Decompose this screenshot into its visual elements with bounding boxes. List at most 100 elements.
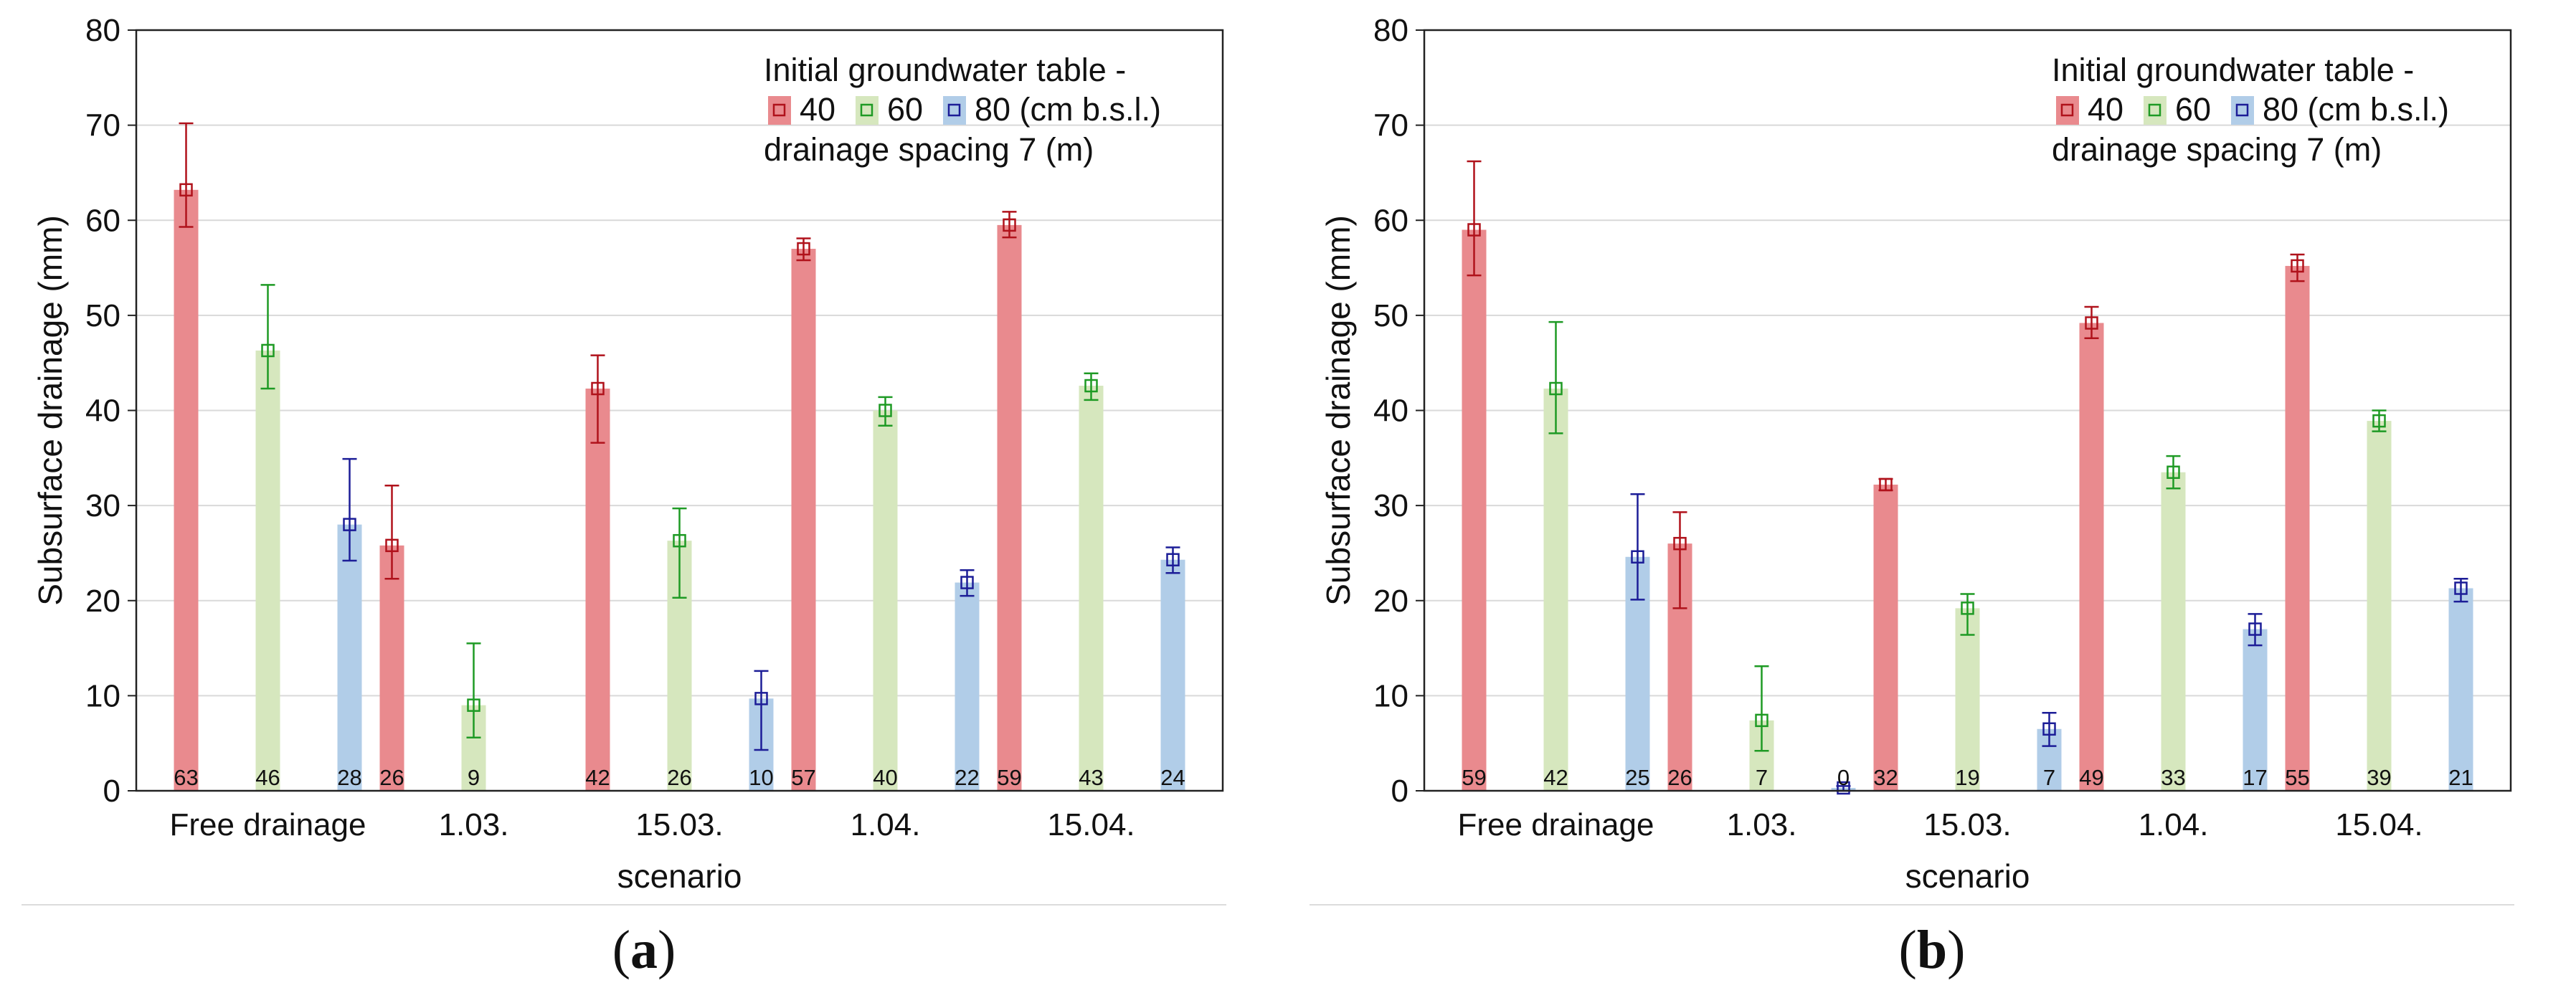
mean-marker [343, 518, 356, 531]
x-tick-label: Free drainage [170, 807, 366, 842]
mean-marker [2248, 622, 2262, 636]
x-axis-title: scenario [617, 857, 742, 895]
bar-series-80 [337, 524, 362, 791]
mean-marker [1961, 602, 1974, 615]
mean-marker [2372, 414, 2386, 428]
bar-series-40 [2285, 265, 2310, 791]
mean-marker [467, 698, 480, 712]
x-tick-label: Free drainage [1458, 807, 1654, 842]
data-label: 17 [2243, 765, 2267, 790]
data-label: 21 [2448, 765, 2473, 790]
legend-swatch-40 [768, 96, 791, 125]
panel-label: (a) [612, 920, 676, 980]
bar-series-80 [1160, 559, 1185, 791]
y-tick-label: 0 [1391, 774, 1408, 809]
x-tick-label: 1.03. [439, 807, 509, 842]
bar-series-80 [2448, 588, 2473, 791]
mean-marker [960, 576, 974, 589]
data-label: 26 [667, 765, 691, 790]
bar-chart-b: 0 10 20 30 40 50 60 70 80 59 26 32 49 55 42 7 19 33 39 25 0 7… [1310, 13, 2514, 980]
data-label: 42 [585, 765, 610, 790]
bar-series-60 [1079, 386, 1104, 791]
legend-label: 60 [887, 91, 923, 128]
y-tick-label: 10 [1373, 678, 1408, 713]
y-tick-label: 10 [85, 678, 120, 713]
data-label: 46 [255, 765, 280, 790]
data-label: 33 [2161, 765, 2185, 790]
bar-series-60 [1543, 388, 1568, 791]
data-label: 55 [2285, 765, 2309, 790]
y-tick-label: 50 [85, 298, 120, 333]
mean-marker [1467, 223, 1481, 237]
mean-marker [879, 404, 892, 417]
x-tick-label: 15.04. [1047, 807, 1135, 842]
data-label: 42 [1543, 765, 1568, 790]
y-tick-label: 20 [85, 584, 120, 619]
legend-label: 80 (cm b.s.l.) [975, 91, 1161, 128]
mean-marker [1631, 550, 1644, 564]
x-tick-label: 1.04. [2139, 807, 2209, 842]
y-tick-label: 50 [1373, 298, 1408, 333]
bar-series-40 [1462, 229, 1487, 791]
legend-label: 80 (cm b.s.l.) [2263, 91, 2449, 128]
legend-swatch-80 [943, 96, 966, 125]
chart-panel-b: 0 10 20 30 40 50 60 70 80 59 26 32 49 55 42 7 19 33 39 25 0 7… [1288, 0, 2576, 1003]
bar-series-60 [255, 350, 280, 791]
legend-marker [2060, 103, 2074, 117]
bar-series-60 [1955, 608, 1980, 791]
legend-label: 60 [2175, 91, 2211, 128]
mean-marker [2085, 316, 2098, 330]
data-label: 7 [1756, 765, 1768, 790]
legend-label: 40 [2088, 91, 2123, 128]
y-tick-label: 40 [1373, 394, 1408, 429]
data-label: 59 [997, 765, 1021, 790]
data-label: 26 [379, 765, 404, 790]
data-label: 57 [791, 765, 815, 790]
mean-marker [797, 242, 810, 256]
mean-marker [2167, 465, 2180, 479]
mean-marker [179, 183, 193, 197]
legend-footer: drainage spacing 7 (m) [2052, 131, 2382, 168]
mean-marker [1549, 381, 1563, 396]
legend-label: 40 [800, 91, 835, 128]
y-tick-label: 80 [1373, 13, 1408, 48]
legend-swatch-60 [2144, 96, 2167, 125]
data-label: 59 [1462, 765, 1486, 790]
data-label: 0 [1837, 765, 1850, 790]
y-tick-label: 70 [85, 108, 120, 143]
data-label: 22 [955, 765, 979, 790]
bar-chart-a: 0 10 20 30 40 50 60 70 80 63 26 42 57 59 46 9 26 40 43 28 10… [22, 13, 1226, 980]
x-tick-label: 15.03. [635, 807, 723, 842]
mean-marker [673, 533, 686, 548]
legend-marker [2235, 103, 2249, 117]
mean-marker [2454, 581, 2468, 595]
y-tick-label: 60 [1373, 203, 1408, 238]
bar-series-80 [955, 582, 980, 791]
mean-marker [1879, 477, 1893, 492]
data-label: 43 [1079, 765, 1103, 790]
legend-title: Initial groundwater table - [2052, 52, 2414, 88]
data-label: 7 [2043, 765, 2055, 790]
mean-marker [1003, 218, 1016, 232]
chart-panel-a: 0 10 20 30 40 50 60 70 80 63 26 42 57 59 46 9 26 40 43 28 10… [22, 13, 1226, 980]
bar-series-80 [2243, 629, 2268, 791]
bar-series-40 [997, 224, 1022, 792]
data-label: 28 [337, 765, 361, 790]
y-tick-label: 70 [1373, 108, 1408, 143]
x-tick-label: 1.03. [1727, 807, 1797, 842]
plot-frame [135, 29, 1224, 792]
mean-marker [591, 381, 605, 396]
x-tick-label: 1.04. [851, 807, 921, 842]
data-label: 49 [2079, 765, 2103, 790]
legend-footer: drainage spacing 7 (m) [764, 131, 1094, 168]
mean-marker [1837, 781, 1850, 795]
mean-marker [385, 538, 399, 553]
mean-marker [754, 692, 768, 705]
data-label: 24 [1160, 765, 1185, 790]
x-tick-label: 15.03. [1923, 807, 2011, 842]
bar-series-40 [379, 545, 404, 791]
mean-marker [261, 343, 275, 358]
data-label: 26 [1667, 765, 1692, 790]
y-axis-title: Subsurface drainage (mm) [1320, 215, 1357, 606]
bar-series-40 [2079, 323, 2104, 791]
